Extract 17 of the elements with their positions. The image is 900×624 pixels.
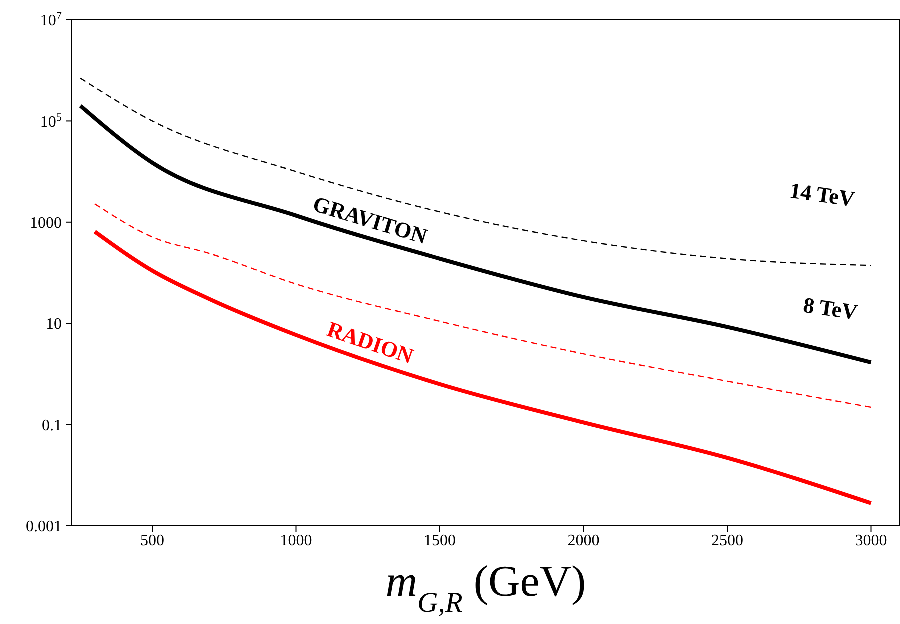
line-series (80, 78, 872, 266)
y-tick-label: 10 (46, 316, 62, 334)
x-axis-title: m$_{G,R}$ (GeV) (386, 557, 586, 618)
y-tick-label: 10$^{7}$ (40, 10, 62, 30)
line-series (78, 104, 874, 365)
y-tick-label: 10$^{5}$ (40, 112, 62, 131)
x-tick-label: 500 (140, 532, 164, 550)
y-tick-label: 0.001 (26, 518, 62, 536)
x-tick-label: 2500 (712, 532, 744, 550)
annotation: 14 TeV (788, 178, 857, 212)
x-tick-label: 2000 (568, 532, 600, 550)
x-tick-label: 3000 (855, 532, 888, 550)
x-tick-label: 1500 (424, 532, 456, 550)
y-tick-label: 0.1 (42, 417, 62, 434)
annotation: 8 TeV (802, 292, 860, 325)
y-tick-label: 1000 (30, 215, 62, 232)
x-tick-label: 1000 (280, 532, 312, 550)
